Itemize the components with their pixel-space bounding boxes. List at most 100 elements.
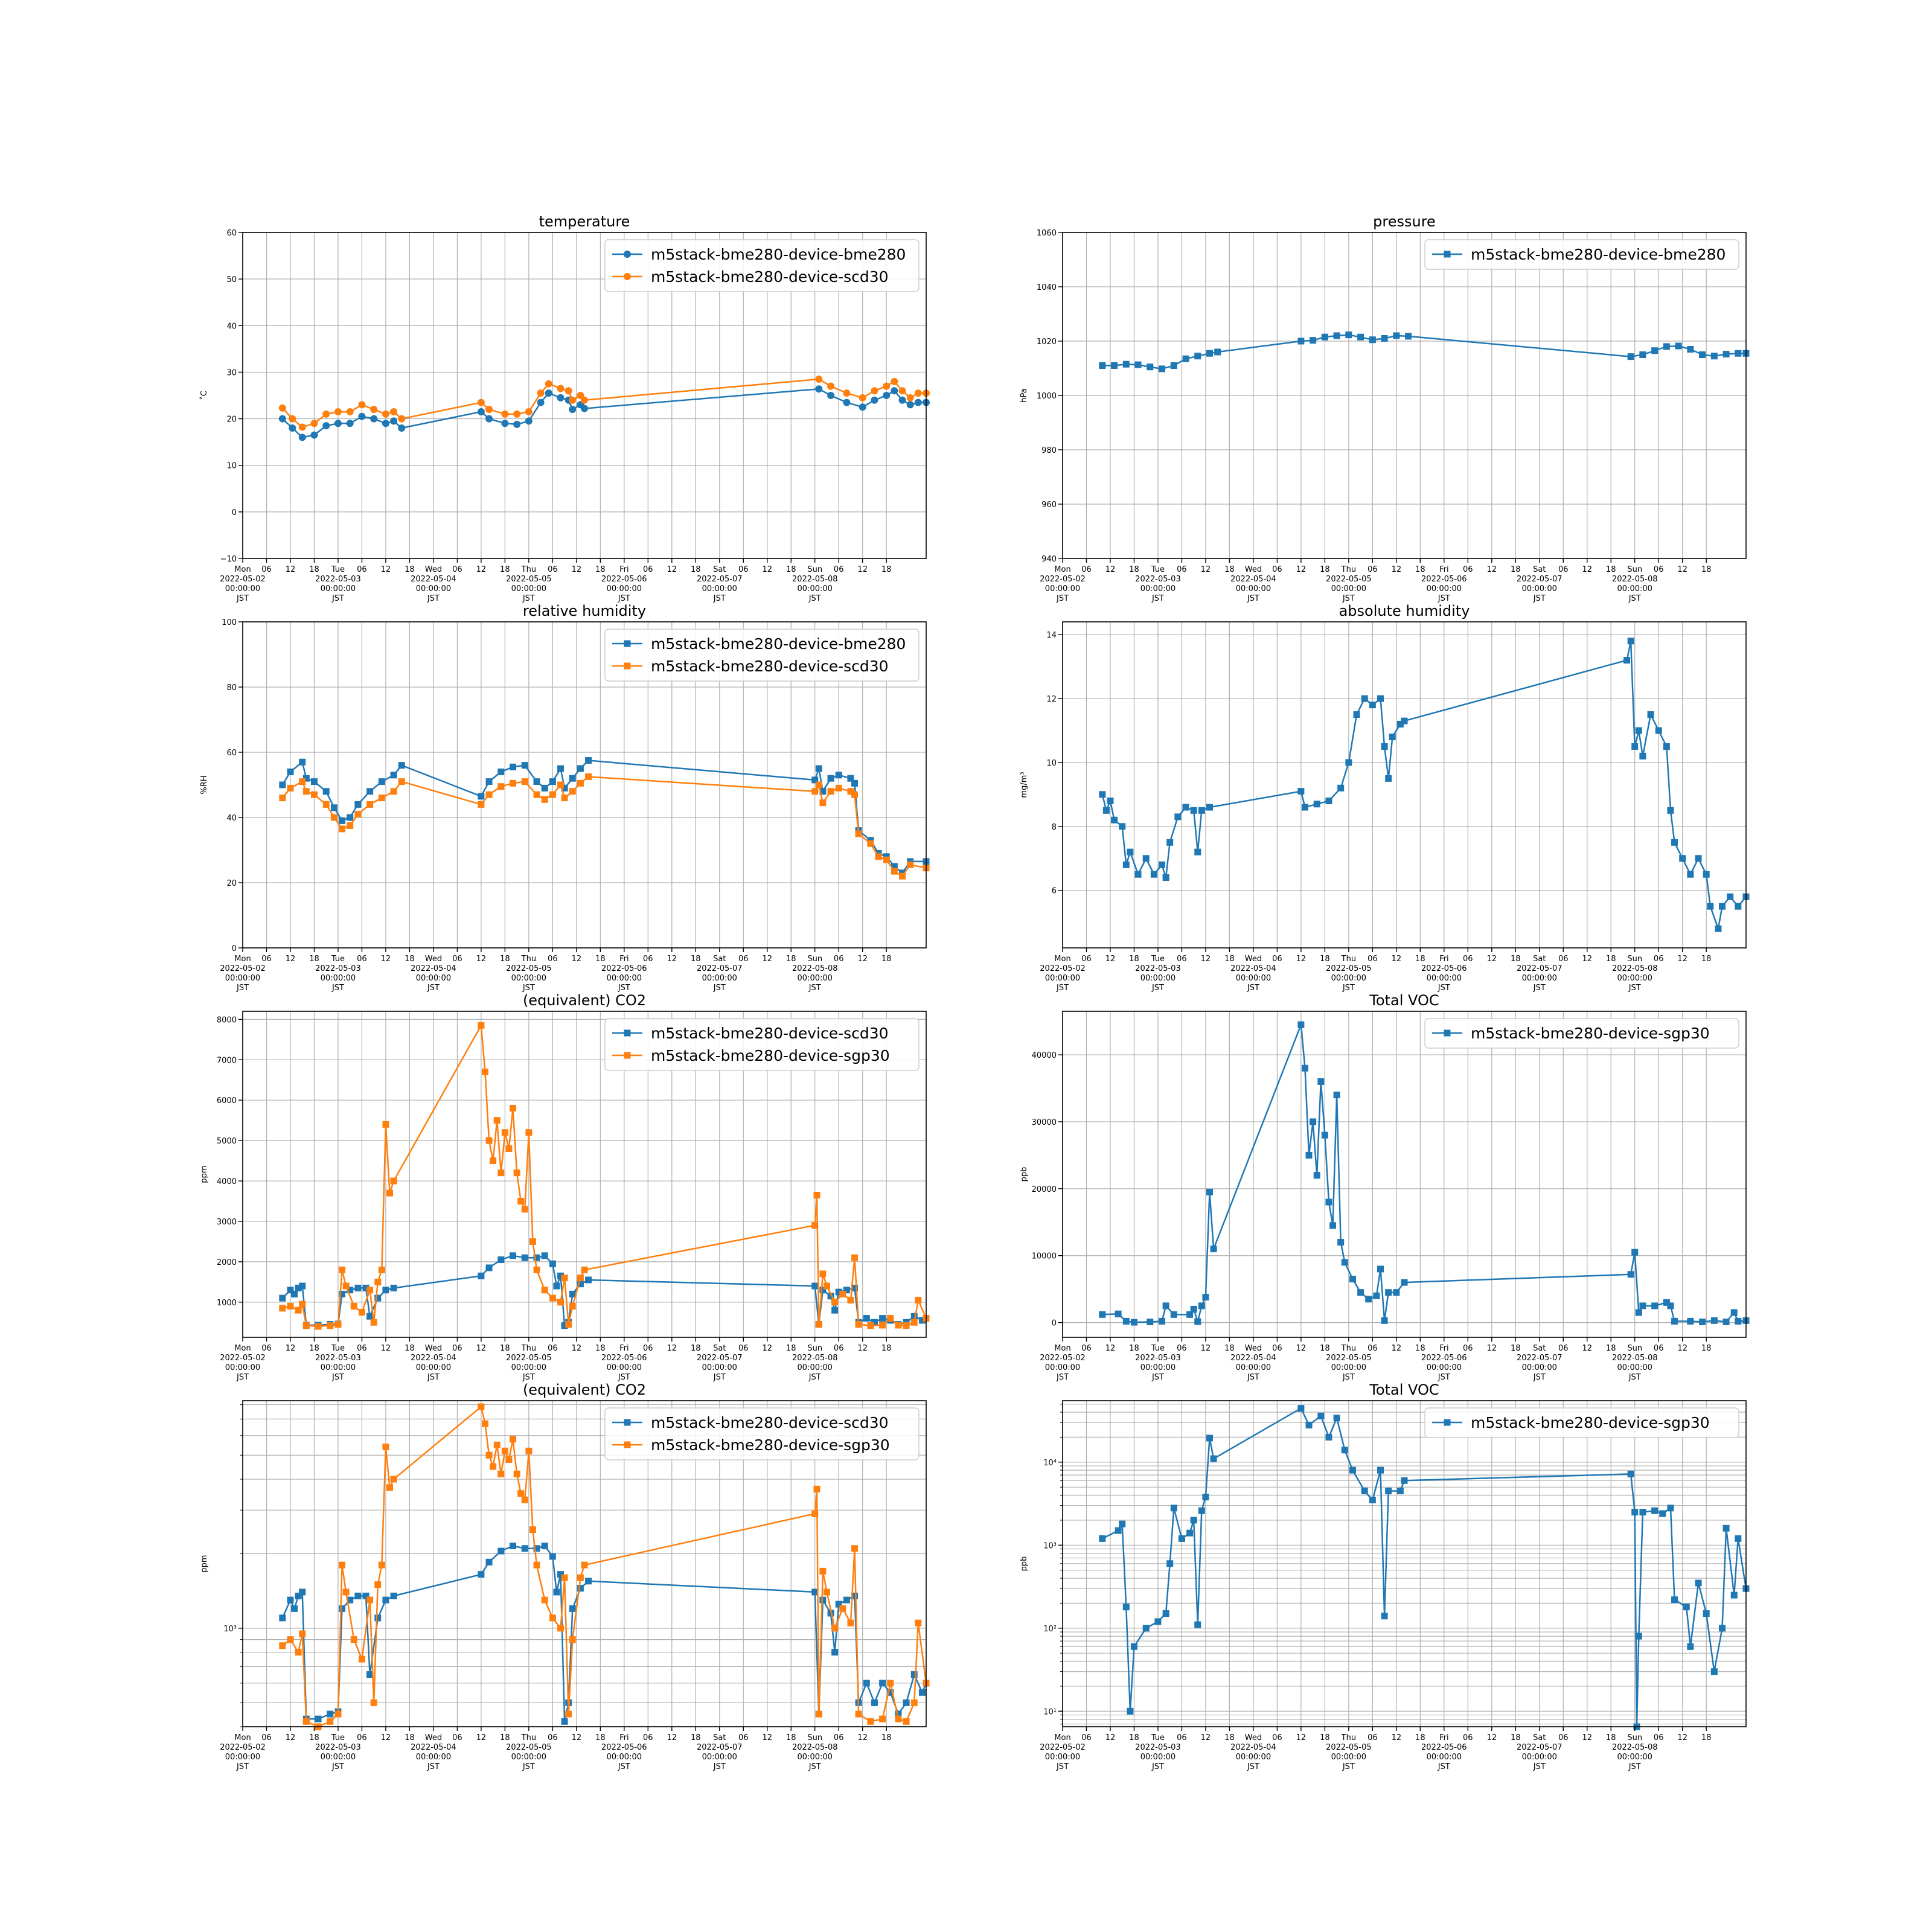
legend: m5stack-bme280-device-bme280 m5stack-bme2… (604, 239, 920, 292)
data-point (859, 394, 866, 401)
data-point (553, 1588, 560, 1596)
x-tick-label: 00:00:00 (607, 584, 642, 593)
data-point (883, 392, 891, 399)
data-point (1310, 1118, 1317, 1125)
x-tick-label: 12 (1677, 1733, 1687, 1742)
data-point (390, 1476, 397, 1483)
data-point (1722, 351, 1730, 358)
x-tick-label: 2022-05-08 (792, 1743, 838, 1752)
data-point (485, 778, 493, 785)
x-tick-label: 18 (1415, 1733, 1425, 1742)
x-tick-label: 06 (261, 1344, 272, 1353)
data-point (299, 1588, 306, 1596)
data-point (1310, 337, 1317, 344)
legend: m5stack-bme280-device-scd30 m5stack-bme28… (604, 1018, 920, 1071)
data-point (811, 1510, 819, 1517)
y-tick-label: 20000 (1032, 1185, 1057, 1194)
data-point (366, 1671, 374, 1678)
x-tick-label: 12 (381, 955, 391, 964)
data-point (521, 778, 528, 785)
y-tick-label: 1000 (217, 1299, 237, 1308)
data-point (1190, 1517, 1197, 1524)
x-tick-label: Sat (713, 955, 726, 964)
chart-panel-7: 10³ ppm 06 12 18 06 12 18 06 12 18 06 12 18 06 12 18 06 12… (200, 1381, 930, 1771)
data-point (1297, 1021, 1305, 1028)
x-tick-label: 12 (381, 1733, 391, 1742)
x-tick-label: 2022-05-07 (1517, 575, 1563, 584)
data-point (819, 1596, 827, 1604)
data-point (350, 1302, 357, 1310)
y-axis-label: mg/m³ (1020, 772, 1029, 798)
data-point (358, 412, 366, 420)
x-tick-label: 12 (762, 565, 772, 574)
data-point (322, 788, 330, 795)
data-point (334, 1321, 342, 1328)
data-point (370, 1319, 377, 1326)
legend-label: m5stack-bme280-device-scd30 (651, 657, 889, 675)
data-point (510, 779, 517, 787)
data-point (1210, 1455, 1217, 1462)
data-point (485, 1264, 493, 1271)
x-tick-label: 18 (500, 1344, 510, 1353)
x-tick-label: 00:00:00 (1140, 584, 1176, 593)
data-point (1373, 1292, 1380, 1299)
data-point (382, 1287, 389, 1294)
x-tick-label: Wed (1245, 565, 1262, 574)
x-tick-label: 00:00:00 (1236, 584, 1271, 593)
x-tick-label: 06 (1654, 1344, 1664, 1353)
x-tick-label: 06 (1272, 1344, 1282, 1353)
x-tick-label: JST (1151, 1762, 1164, 1771)
x-tick-label: JST (236, 594, 249, 603)
data-point (374, 1581, 382, 1588)
data-point (513, 1470, 520, 1477)
x-tick-label: 12 (572, 955, 582, 964)
data-point (1719, 903, 1726, 910)
x-tick-label: 2022-05-06 (1421, 575, 1467, 584)
x-tick-label: JST (618, 1373, 630, 1382)
x-tick-label: 18 (1224, 1344, 1235, 1353)
data-point (533, 1266, 540, 1273)
data-point (875, 853, 882, 860)
data-point (382, 420, 389, 427)
data-point (339, 1266, 346, 1273)
x-tick-label: 12 (1392, 1344, 1402, 1353)
data-point (366, 788, 374, 795)
legend-label: m5stack-bme280-device-bme280 (1471, 246, 1726, 263)
data-point (1385, 775, 1392, 782)
x-tick-label: JST (1056, 984, 1069, 993)
data-point (1119, 1520, 1126, 1527)
legend-marker (624, 1029, 631, 1037)
data-point (1186, 1311, 1194, 1318)
x-tick-label: Wed (425, 955, 442, 964)
x-tick-label: 2022-05-03 (315, 1354, 361, 1363)
data-point (510, 1252, 517, 1259)
x-tick-label: 2022-05-08 (1612, 1743, 1658, 1752)
x-tick-label: 18 (1415, 955, 1425, 964)
x-tick-label: 18 (786, 1733, 796, 1742)
y-tick-label: 10³ (223, 1625, 237, 1634)
data-point (1301, 804, 1308, 811)
x-tick-label: Mon (1054, 1344, 1070, 1353)
x-tick-label: JST (1342, 1762, 1355, 1771)
x-tick-label: 18 (1320, 1344, 1330, 1353)
x-tick-label: 2022-05-05 (506, 575, 552, 584)
data-point (906, 401, 914, 409)
data-point (1623, 657, 1631, 664)
x-tick-label: JST (1438, 594, 1450, 603)
data-point (565, 1710, 572, 1718)
data-point (1385, 1289, 1392, 1296)
x-tick-label: 00:00:00 (607, 1363, 642, 1372)
x-tick-label: 18 (1701, 1733, 1712, 1742)
data-point (350, 1636, 357, 1643)
x-tick-label: 2022-05-02 (1040, 1354, 1086, 1363)
y-tick-label: 6 (1052, 887, 1057, 896)
y-tick-label: 2000 (217, 1258, 237, 1267)
data-point (302, 788, 310, 795)
x-tick-label: Mon (234, 1344, 251, 1353)
data-point (565, 1321, 572, 1328)
data-point (299, 1300, 306, 1308)
x-tick-label: 00:00:00 (607, 974, 642, 983)
data-point (569, 775, 576, 782)
data-point (903, 1699, 910, 1706)
x-tick-label: 18 (595, 1733, 606, 1742)
